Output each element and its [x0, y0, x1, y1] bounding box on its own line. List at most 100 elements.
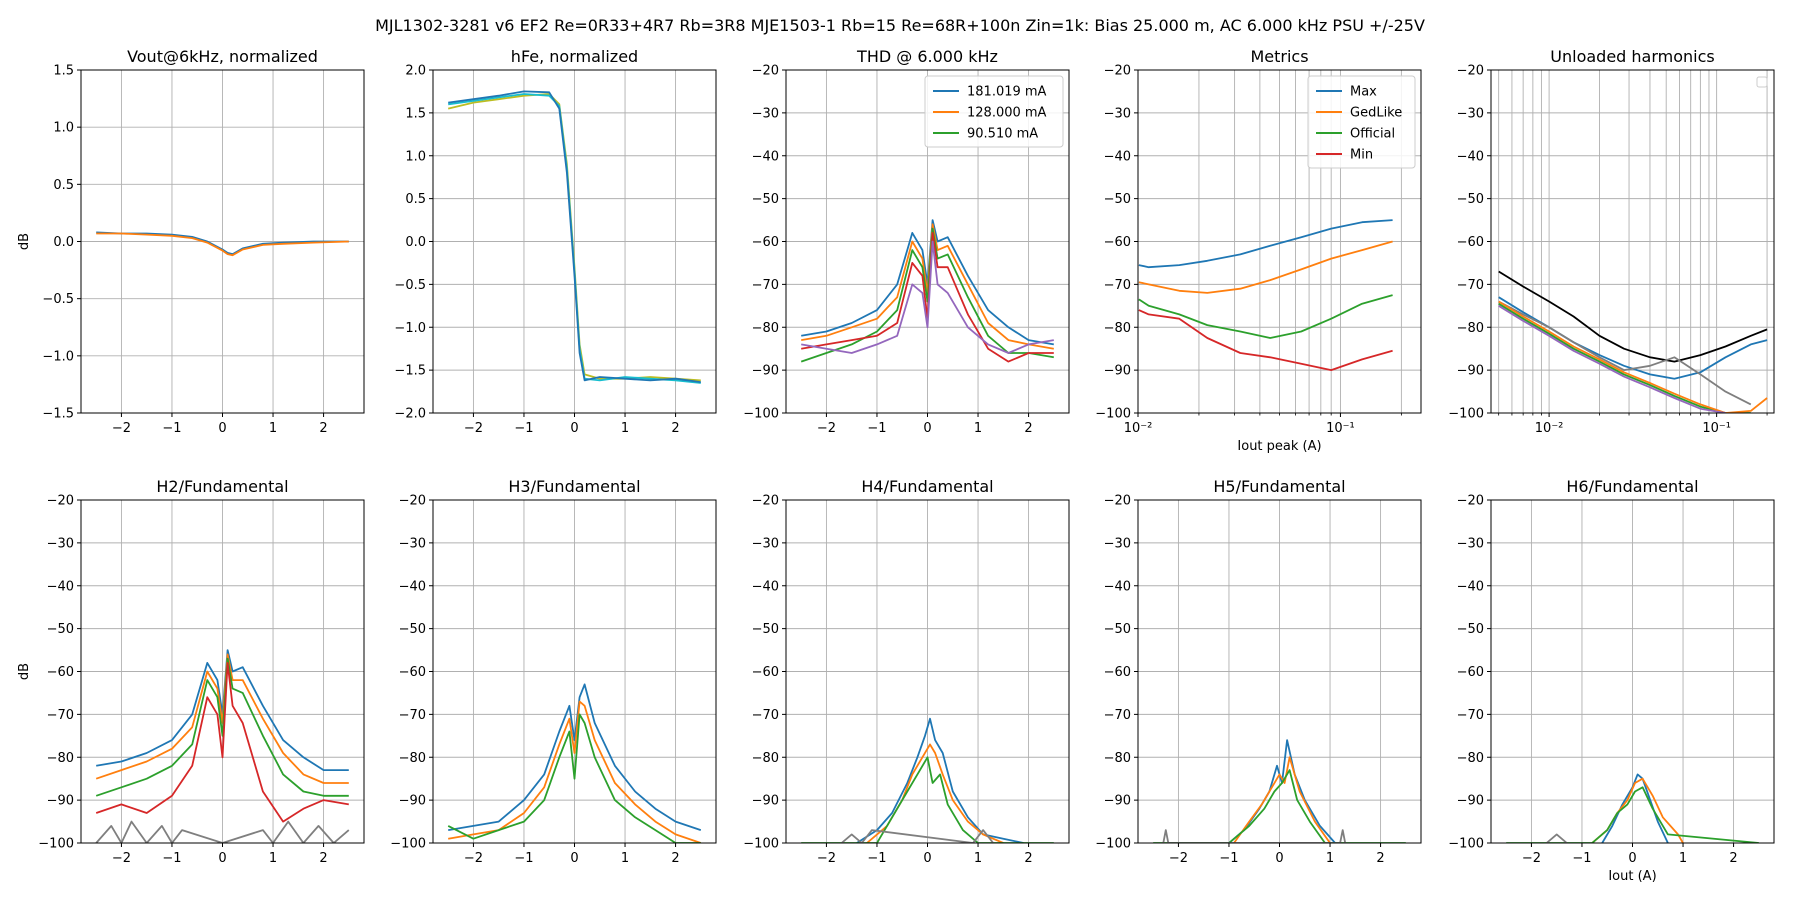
y-tick-label: −60 [47, 665, 74, 680]
x-tick-label: 1 [1679, 851, 1687, 866]
y-tick-label: −60 [1104, 665, 1131, 680]
y-tick-label: −50 [47, 622, 74, 637]
legend-label: Min [1350, 148, 1373, 163]
series-group [800, 219, 1054, 363]
legend-label: Official [1350, 127, 1395, 142]
y-tick-label: −1.5 [42, 407, 74, 422]
y-tick-label: −80 [1104, 321, 1131, 336]
x-tick-label: −1 [1572, 851, 1591, 866]
x-tick-label: 2 [1376, 851, 1384, 866]
x-tick-label: 1 [621, 851, 629, 866]
y-tick-label: −90 [1104, 794, 1131, 809]
y-tick-label: −20 [1457, 494, 1484, 509]
y-tick-label: −40 [1457, 149, 1484, 164]
chart-title: THD @ 6.000 kHz [856, 47, 998, 66]
x-tick-label: −2 [817, 851, 836, 866]
chart-panel-1: −2 −1 0 1 2 −1.5 −1.0 −0.5 0.0 0.5 1.0 1.5 Vout@6kHz… [17, 47, 365, 436]
y-tick-label: −50 [752, 192, 779, 207]
y-tick-label: −30 [752, 536, 779, 551]
series-line-orange [1233, 756, 1331, 843]
x-tick-label: 2 [319, 851, 327, 866]
y-tick-label: −1.0 [42, 349, 74, 364]
series-line-purple [1498, 305, 1726, 413]
y-tick-label: −1.5 [394, 364, 426, 379]
x-tick-label: −2 [1522, 851, 1541, 866]
series-line-gray [1162, 829, 1347, 843]
x-tick-label: 2 [319, 421, 327, 436]
series-line-green [1138, 294, 1393, 339]
x-tick-label: 0 [923, 851, 931, 866]
series-line-orange [1138, 240, 1393, 294]
x-tick-label: −2 [1169, 851, 1188, 866]
series-group [801, 717, 1054, 843]
x-tick-label: 0 [570, 421, 578, 436]
chart-panel-7: −2 −1 0 1 2 −100 −90 −80 −70 −60 −50 −40 −30 −20 H3/Fu… [390, 477, 717, 866]
y-tick-label: −40 [752, 149, 779, 164]
y-tick-label: −80 [752, 751, 779, 766]
legend-label: 90.510 mA [967, 127, 1038, 142]
x-tick-label: −1 [867, 421, 886, 436]
x-tick-label: 1 [621, 421, 629, 436]
y-tick-label: 0.5 [405, 192, 426, 207]
x-tick-label: 2 [1729, 851, 1737, 866]
y-tick-label: −40 [399, 579, 426, 594]
y-tick-label: −40 [1104, 579, 1131, 594]
y-tick-label: −100 [390, 837, 426, 852]
series-group [1506, 773, 1759, 843]
x-tick-label: 1 [974, 851, 982, 866]
x-tick-label: 0 [570, 851, 578, 866]
y-tick-label: −0.5 [394, 278, 426, 293]
y-tick-label: 2.0 [405, 64, 426, 79]
y-tick-label: −60 [752, 235, 779, 250]
y-tick-label: −30 [1457, 106, 1484, 121]
y-tick-label: −70 [752, 278, 779, 293]
x-tick-label: 2 [671, 851, 679, 866]
y-tick-label: 1.0 [405, 149, 426, 164]
x-tick-label: −2 [817, 421, 836, 436]
series-line-blue [1138, 219, 1393, 269]
x-tick-label: 1 [269, 421, 277, 436]
series-group [1153, 739, 1406, 843]
y-tick-label: −80 [1457, 751, 1484, 766]
x-axis-label: Iout peak (A) [1237, 439, 1321, 454]
y-tick-label: 1.5 [53, 64, 74, 79]
chart-panel-8: −2 −1 0 1 2 −100 −90 −80 −70 −60 −50 −40 −30 −20 H4/Fu… [743, 477, 1070, 866]
series-line-blue [856, 717, 1024, 843]
y-tick-label: −30 [1457, 536, 1484, 551]
legend-box [1307, 75, 1416, 169]
legend-label: 181.019 mA [967, 85, 1047, 100]
y-tick-label: −80 [752, 321, 779, 336]
y-tick-label: −90 [752, 794, 779, 809]
series-line-red [1138, 309, 1393, 372]
x-tick-label: 2 [1024, 851, 1032, 866]
x-tick-label: 1 [974, 421, 982, 436]
y-tick-label: −30 [399, 536, 426, 551]
y-tick-label: −100 [38, 837, 74, 852]
y-tick-label: 1.5 [405, 106, 426, 121]
series-group [96, 231, 349, 257]
legend-box [924, 75, 1064, 148]
x-tick-label: 10⁻² [1124, 421, 1153, 436]
y-tick-label: −50 [1104, 192, 1131, 207]
y-tick-label: −70 [1457, 708, 1484, 723]
y-tick-label: −70 [752, 708, 779, 723]
chart-title: H4/Fundamental [861, 477, 993, 496]
chart-panel-2: −2 −1 0 1 2 −2.0 −1.5 −1.0 −0.5 0.0 0.5 1.0 1.5 2.0 hF… [394, 47, 717, 436]
x-tick-label: 0 [218, 851, 226, 866]
y-tick-label: −50 [1104, 622, 1131, 637]
x-tick-label: −2 [112, 421, 131, 436]
series-line-gray [1546, 833, 1568, 843]
y-tick-label: −30 [1104, 106, 1131, 121]
x-tick-label: −2 [464, 851, 483, 866]
x-tick-label: −1 [514, 851, 533, 866]
chart-title: H6/Fundamental [1566, 477, 1698, 496]
x-tick-label: 0 [218, 421, 226, 436]
y-tick-label: −100 [743, 407, 779, 422]
series-line-blue [1498, 296, 1768, 380]
x-tick-label: −1 [1219, 851, 1238, 866]
chart-panel-3: −2 −1 0 1 2 −100 −90 −80 −70 −60 −50 −40 −30 −20 THD @… [743, 47, 1070, 436]
y-tick-label: −2.0 [394, 407, 426, 422]
x-tick-label: −1 [514, 421, 533, 436]
y-tick-label: −1.0 [394, 321, 426, 336]
chart-panel-10: −2 −1 0 1 2 −100 −90 −80 −70 −60 −50 −40 −30 −20 H6/Fu… [1448, 477, 1775, 884]
